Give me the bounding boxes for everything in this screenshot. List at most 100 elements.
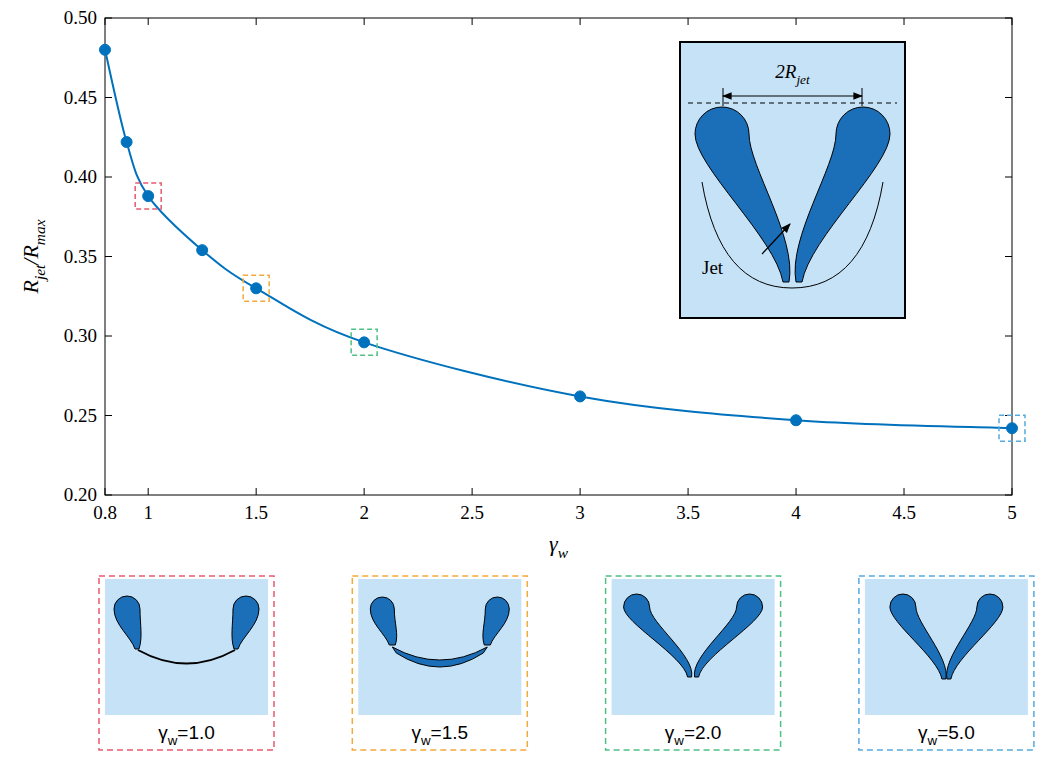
data-point [197,245,208,256]
x-tick-label: 4.5 [892,502,916,523]
panel-frame [606,576,781,750]
y-tick [1005,336,1012,337]
bubble-lobe [114,596,141,649]
inset-frame [680,42,905,318]
y-axis-title: Rjet/Rmax [18,219,48,294]
y-tick [105,97,112,98]
panel-frame [352,576,527,750]
bubble-lobe [694,594,762,677]
figure: 0.200.250.300.350.400.450.500.811.522.53… [0,0,1037,758]
x-tick [688,488,689,495]
y-tick [105,177,112,178]
panel-label-part: w [673,733,684,748]
inset-label-part: jet [794,72,810,87]
shape-panel: γw=5.0 [859,576,1034,750]
x-tick-label: 0.8 [93,502,117,523]
x-axis-title: γw [549,531,569,561]
y-tick-label: 0.50 [64,7,97,28]
highlight-box [999,415,1025,441]
film [138,650,235,664]
shape-panel: γw=2.0 [606,576,781,750]
x-tick [796,18,797,25]
plot-frame [105,18,1012,495]
panel-label: γw=2.0 [665,722,722,748]
x-tick-label: 1 [143,502,153,523]
bubble-lobe [232,596,259,649]
x-tick-label: 5 [1007,502,1017,523]
x-tick [148,488,149,495]
x-tick [796,488,797,495]
panel-label-part: γ [665,722,675,743]
panel-frame [859,576,1034,750]
panel-label-part: γ [918,722,928,743]
x-tick [904,18,905,25]
panel-label-part: =2.0 [684,722,722,743]
data-point [121,137,132,148]
y-tick-label: 0.20 [64,484,97,505]
panel-label-part: w [420,733,431,748]
data-point [251,283,262,294]
x-tick-label: 4 [791,502,801,523]
y-axis-title-part: max [31,219,48,245]
shape-panel: γw=1.0 [99,576,274,750]
bubble-lobe [370,597,396,645]
data-point [359,337,370,348]
x-tick [1012,488,1013,495]
data-point [1007,423,1018,434]
panel-background [612,579,775,715]
y-axis-title-part: R [18,280,43,295]
x-tick-label: 3.5 [676,502,700,523]
panel-image [105,579,268,715]
highlight-box [243,275,269,301]
y-tick [105,415,112,416]
data-line [105,50,1012,428]
bubble-lobe [890,594,946,679]
panel-background [865,579,1028,715]
x-tick [688,18,689,25]
panel-label-part: w [927,733,938,748]
x-tick-label: 3 [575,502,585,523]
bubble-lobe [947,594,1003,679]
panel-image [358,579,521,715]
x-tick [580,18,581,25]
data-point [100,44,111,55]
x-tick [148,18,149,25]
x-tick [904,488,905,495]
bubble-outline [702,182,883,288]
data-point [575,391,586,402]
x-tick [472,488,473,495]
panel-background [358,579,521,715]
shape-panel: γw=1.5 [352,576,527,750]
y-tick-label: 0.40 [64,166,97,187]
y-tick [105,495,112,496]
data-point [143,191,154,202]
highlight-box [351,329,377,355]
inset: 2Rjet Jet [680,42,905,318]
y-tick [105,256,112,257]
bubble-lobe [795,107,890,282]
dimension-stop [862,88,863,106]
panel-label: γw=1.5 [411,722,468,748]
highlight-box [135,183,161,209]
bubble-lobe [695,107,790,282]
x-tick [364,488,365,495]
x-tick [364,18,365,25]
y-tick [1005,256,1012,257]
x-tick [472,18,473,25]
x-tick-label: 2.5 [460,502,484,523]
annotation-arrow [762,224,790,254]
y-tick-label: 0.45 [64,87,97,108]
y-tick-label: 0.35 [64,246,97,267]
panel-label-part: w [167,733,178,748]
y-axis-title-part: jet [31,264,48,282]
x-tick [256,18,257,25]
x-tick [256,488,257,495]
panel-label-part: =1.0 [177,722,215,743]
inset-annotation: Jet [702,257,724,278]
film [392,647,487,667]
panel-label: γw=1.0 [158,722,215,748]
inset-label: 2Rjet [775,61,810,87]
x-tick-label: 2 [359,502,369,523]
y-tick [1005,18,1012,19]
data-group [100,44,1018,433]
